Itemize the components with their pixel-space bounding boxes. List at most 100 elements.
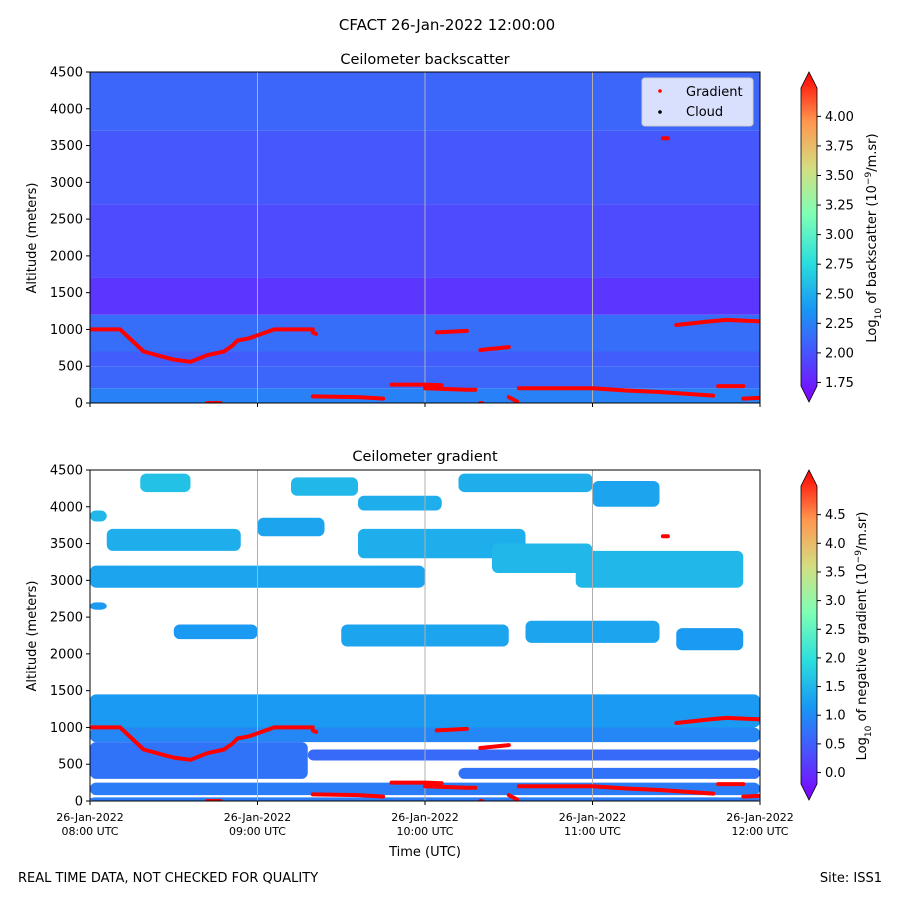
gradient-marker-series (310, 728, 319, 734)
x-tick-time-label: 12:00 UTC (731, 825, 788, 838)
x-tick-date-label: 26-Jan-2022 (391, 811, 459, 824)
gradient-patch (676, 628, 744, 651)
y-tick-label: 2000 (50, 249, 83, 264)
gradient-marker-series (478, 345, 511, 352)
legend-box (641, 77, 754, 127)
backscatter-colorbar-label: Log10 of backscatter (10−9/m.sr) (864, 133, 884, 342)
gradient-marker-series (389, 382, 444, 388)
site-label: Site: ISS1 (820, 871, 882, 886)
y-tick-label: 0 (75, 795, 83, 810)
colorbar-tick-label: 3.0 (825, 594, 846, 609)
colorbar-tick-label: 2.5 (825, 623, 846, 638)
gradient-colorbar-label: Log10 of negative gradient (10−9/m.sr) (854, 512, 874, 761)
gradient-patch (90, 510, 107, 522)
gradient-patch (90, 742, 308, 779)
gradient-marker-series (506, 793, 520, 801)
gradient-patch (492, 543, 593, 573)
x-tick-time-label: 08:00 UTC (61, 825, 118, 838)
gradient-marker-series (434, 726, 469, 733)
gradient-patch (575, 550, 744, 588)
gradient-patch (173, 624, 258, 640)
legend-cloud-marker (658, 110, 662, 114)
backscatter-colorbar-ticks: 1.75 2.00 2.25 2.50 2.75 3.00 3.25 3.50 3.75 4.00 (817, 110, 854, 391)
colorbar-tick-label: 1.0 (825, 709, 846, 724)
y-tick-label: 3000 (50, 176, 83, 191)
backscatter-title: Ceilometer backscatter (340, 52, 509, 68)
colorbar-tick-label: 0.5 (825, 737, 846, 752)
gradient-patch (458, 473, 593, 493)
y-tick-label: 1000 (50, 323, 83, 338)
colorbar-tick-label: 3.75 (825, 139, 854, 154)
gradient-gradient-markers (90, 534, 760, 801)
gradient-patch (358, 495, 442, 511)
backscatter-colorbar: 1.75 2.00 2.25 2.50 2.75 3.00 3.25 3.50 3.75 4.00… (800, 71, 884, 403)
gradient-marker-series (506, 395, 520, 403)
gradient-marker-series (674, 317, 760, 327)
y-tick-label: 4000 (50, 500, 83, 515)
colorbar-tick-label: 2.0 (825, 651, 846, 666)
y-tick-label: 0 (75, 397, 83, 412)
y-tick-label: 3500 (50, 139, 83, 154)
gradient-patch (358, 528, 526, 559)
colorbar-tick-label: 0.0 (825, 766, 846, 781)
figure-title: CFACT 26-Jan-2022 12:00:00 (339, 16, 555, 34)
colorbar-tick-label: 3.25 (825, 199, 854, 214)
gradient-marker-series (310, 394, 386, 401)
legend-gradient-marker (658, 89, 662, 93)
gradient-marker-series (310, 330, 319, 336)
colorbar-tick-label: 4.0 (825, 537, 846, 552)
gradient-marker-series (423, 784, 478, 790)
legend: Gradient Cloud (641, 77, 754, 127)
backscatter-gridlines (257, 72, 593, 403)
colorbar-tick-label: 3.50 (825, 169, 854, 184)
gradient-patch (106, 528, 241, 551)
y-tick-label: 1500 (50, 286, 83, 301)
legend-cloud-label: Cloud (686, 105, 723, 120)
gradient-patch (307, 749, 760, 761)
backscatter-x-ticks (89, 403, 761, 407)
gradient-colorbar-bar (800, 469, 818, 801)
gradient-marker-series (741, 395, 760, 401)
x-tick-time-label: 09:00 UTC (229, 825, 286, 838)
backscatter-gradient-markers (90, 136, 760, 403)
y-tick-label: 3500 (50, 537, 83, 552)
y-tick-label: 1000 (50, 721, 83, 736)
gradient-patch (257, 517, 325, 537)
colorbar-tick-label: 3.00 (825, 228, 854, 243)
gradient-patch (458, 767, 760, 779)
gradient-ylabel: Altitude (meters) (25, 581, 40, 692)
gradient-patch (291, 477, 358, 496)
gradient-colorbar-ticks: 0.0 0.5 1.0 1.5 2.0 2.5 3.0 3.5 4.0 4.5 (817, 508, 846, 781)
y-tick-label: 4500 (50, 66, 83, 81)
y-tick-label: 2500 (50, 611, 83, 626)
gradient-marker-series (516, 784, 716, 796)
colorbar-tick-label: 2.75 (825, 258, 854, 273)
gradient-marker-series (516, 386, 716, 398)
gradient-patch (140, 473, 191, 493)
x-tick-time-label: 11:00 UTC (564, 825, 621, 838)
quality-disclaimer: REAL TIME DATA, NOT CHECKED FOR QUALITY (18, 871, 318, 886)
y-tick-label: 4500 (50, 464, 83, 479)
x-tick-date-label: 26-Jan-2022 (559, 811, 627, 824)
backscatter-colorbar-bar (800, 71, 818, 403)
gradient-marker-series (434, 328, 469, 335)
gradient-marker-series (90, 725, 315, 762)
gradient-gridlines (257, 470, 593, 801)
gradient-panel: Ceilometer gradient 0 500 1000 1500 2000 2500… (25, 449, 874, 860)
y-tick-label: 1500 (50, 684, 83, 699)
gradient-title: Ceilometer gradient (352, 449, 498, 465)
colorbar-tick-label: 1.5 (825, 680, 846, 695)
gradient-patch (592, 481, 660, 507)
backscatter-ylabel: Altitude (meters) (25, 183, 40, 294)
gradient-marker-series (389, 780, 444, 786)
x-tick-date-label: 26-Jan-2022 (726, 811, 794, 824)
backscatter-y-ticks: 0 500 1000 1500 2000 2500 3000 3500 4000 4500 (50, 66, 90, 412)
y-tick-label: 4000 (50, 102, 83, 117)
backscatter-panel: Ceilometer backscatter 0 500 1000 1500 2000 2… (25, 52, 884, 412)
gradient-marker-series (90, 327, 315, 364)
y-tick-label: 3000 (50, 574, 83, 589)
gradient-marker-series (741, 793, 760, 799)
gradient-marker-series (310, 792, 386, 799)
y-tick-label: 2000 (50, 647, 83, 662)
gradient-marker-series (674, 715, 760, 725)
